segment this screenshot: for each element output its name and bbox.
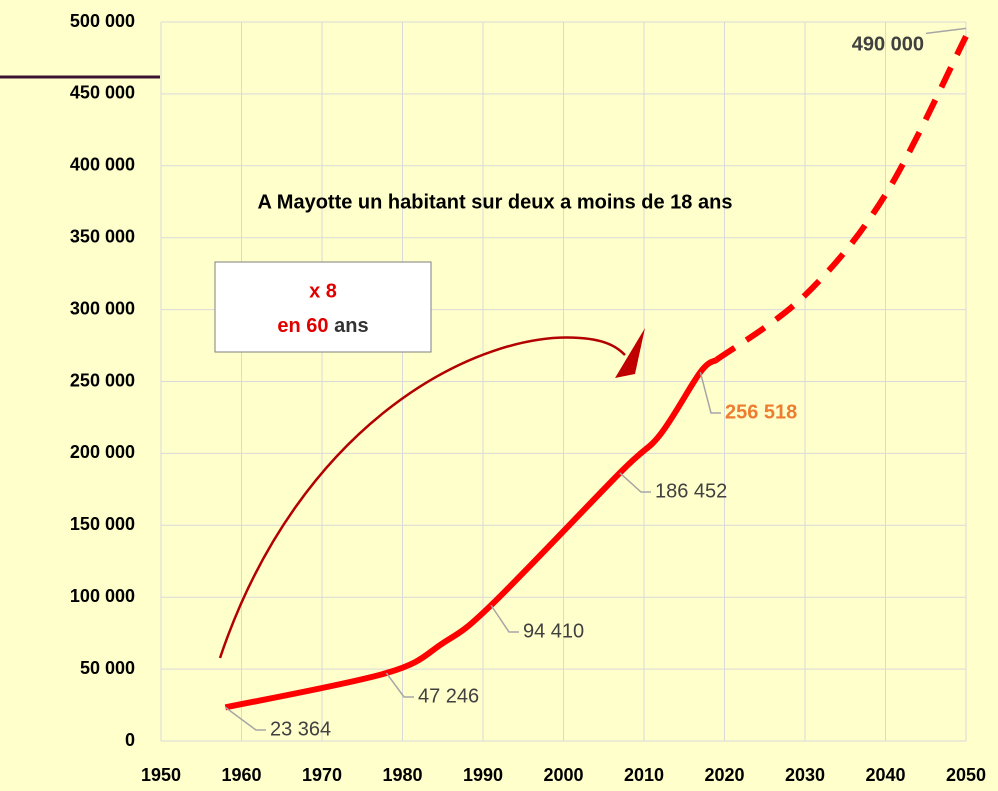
- chart-title: A Mayotte un habitant sur deux a moins d…: [258, 191, 733, 213]
- x-tick-label: 2030: [785, 765, 825, 785]
- leader-line: [490, 604, 519, 633]
- note-red: en 60: [277, 315, 328, 337]
- line-series: [224, 357, 719, 711]
- note-line2: en 60 ans: [277, 315, 368, 337]
- x-tick-label: 2010: [624, 765, 664, 785]
- x-tick-label: 1950: [141, 765, 181, 785]
- x-tick-label: 1960: [221, 765, 261, 785]
- leader-line: [385, 672, 414, 698]
- x-tick-label: 2050: [946, 765, 986, 785]
- note-box: [214, 261, 432, 353]
- y-tick-label: 500 000: [70, 11, 135, 31]
- y-tick-label: 250 000: [70, 370, 135, 390]
- y-tick-label: 50 000: [80, 658, 135, 678]
- data-label: 490 000: [852, 33, 924, 55]
- data-label: 256 518: [725, 401, 797, 423]
- y-tick-label: 100 000: [70, 586, 135, 606]
- leader-line: [224, 706, 266, 731]
- leader-line: [619, 472, 651, 493]
- data-label: 94 410: [523, 620, 584, 642]
- x-tick-label: 1990: [463, 765, 503, 785]
- y-tick-label: 150 000: [70, 514, 135, 534]
- y-tick-label: 200 000: [70, 442, 135, 462]
- x-tick-label: 1970: [302, 765, 342, 785]
- x-tick-label: 1980: [382, 765, 422, 785]
- y-tick-label: 450 000: [70, 83, 135, 103]
- arrow: [218, 336, 626, 659]
- x-tick-label: 2020: [704, 765, 744, 785]
- x-tick-label: 2040: [865, 765, 905, 785]
- leader-line: [699, 371, 721, 414]
- data-label: 23 364: [270, 718, 331, 740]
- x-tick-label: 2000: [543, 765, 583, 785]
- y-tick-label: 350 000: [70, 226, 135, 246]
- arrow-head: [615, 328, 645, 378]
- y-tick-label: 0: [125, 730, 135, 750]
- y-tick-label: 400 000: [70, 155, 135, 175]
- data-label: 47 246: [418, 685, 479, 707]
- note-rest: ans: [334, 315, 368, 337]
- y-tick-label: 300 000: [70, 298, 135, 318]
- data-label: 186 452: [655, 480, 727, 502]
- note-line1: x 8: [309, 280, 337, 302]
- leader-line: [925, 27, 967, 35]
- line-series: [714, 35, 969, 363]
